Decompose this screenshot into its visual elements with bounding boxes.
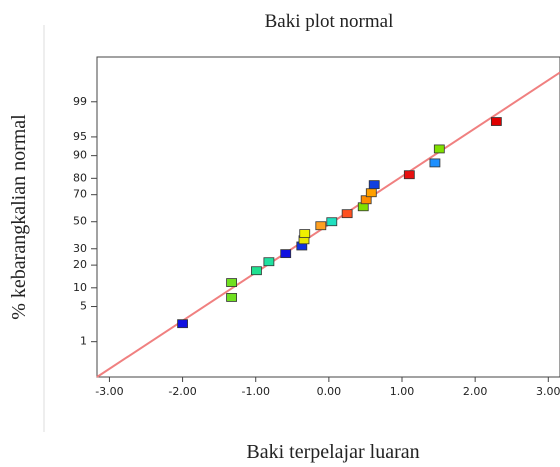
point [490,117,502,126]
x-tick-label: 1.00 [390,385,415,398]
plot-frame [96,56,560,378]
point [299,229,311,238]
point [315,221,327,231]
point [280,249,292,259]
y-tick-label: 30 [73,242,87,255]
x-tick-label: 3.00 [536,385,560,398]
point [326,217,338,227]
y-tick-label: 5 [80,300,87,313]
chart-title: Baki plot normal [265,11,394,32]
x-tick-label: 0.00 [317,385,342,398]
point [251,266,262,276]
y-tick-label: 10 [73,281,87,294]
point [226,293,237,302]
y-tick-label: 1 [80,335,87,348]
point [226,278,237,287]
y-tick-label: 20 [73,258,87,271]
x-tick-label: 2.00 [463,385,488,398]
y-tick-label: 90 [73,149,87,162]
point [403,170,415,180]
y-tick-label: 50 [73,215,87,228]
x-axis-title: Baki terpelajar luaran [246,441,419,463]
y-tick-label: 99 [73,95,87,108]
point [341,209,353,219]
point [365,188,377,198]
x-tick-label: -1.00 [241,385,269,398]
point [177,319,188,329]
y-tick-label: 95 [73,130,87,143]
point [429,158,441,168]
point [263,257,275,267]
y-tick-label: 80 [73,171,87,184]
point [433,144,445,154]
x-tick-label: -2.00 [168,385,196,398]
y-axis-title: % kebarangkalian normal [8,114,30,320]
point [368,180,380,190]
x-tick-label: -3.00 [95,385,123,398]
y-tick-label: 70 [73,188,87,201]
